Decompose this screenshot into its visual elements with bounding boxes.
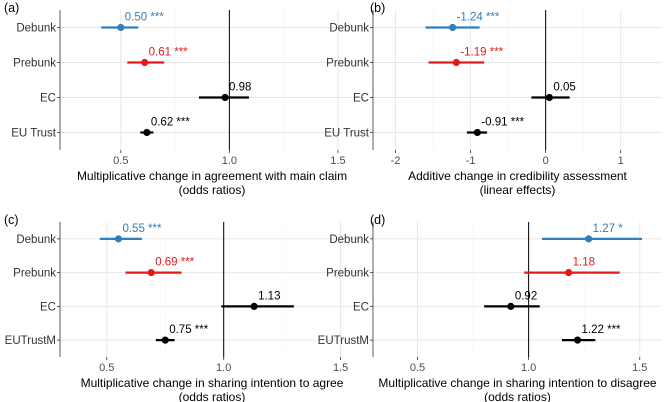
y-category-label: Prebunk [326, 268, 369, 280]
panel-b: -2 -1 0 1 Debunk Prebunk EC EU Trust -1.24 *** -1… [324, 1, 662, 197]
x-axis-subtitle: (odds ratios) [179, 390, 246, 402]
estimate-label: 0.50 *** [125, 12, 165, 24]
point-estimate-debunk [117, 23, 125, 32]
point-estimate-eutrustm [161, 336, 169, 344]
y-category-label: Debunk [329, 23, 369, 35]
x-tick-label: -2 [391, 155, 401, 167]
x-axis-title: Additive change in credibility assessmen… [408, 169, 627, 183]
estimate-label: 1.22 *** [582, 324, 622, 336]
x-tick-label: 0.5 [113, 155, 128, 167]
y-category-label: Debunk [16, 234, 56, 246]
x-tick-label: 1.0 [216, 362, 231, 374]
estimate-label: 0.92 [515, 290, 537, 302]
y-category-label: EC [353, 93, 369, 105]
point-estimate-debunk [448, 23, 457, 32]
x-tick-label: 0.5 [410, 362, 425, 374]
x-axis-title: Multiplicative change in sharing intenti… [81, 376, 344, 390]
point-estimate-eutrustm [573, 336, 582, 344]
point-estimate-prebunk [141, 58, 149, 67]
point-estimate-eu-trust [473, 128, 481, 137]
estimate-label: 0.69 *** [155, 257, 195, 269]
x-tick-label: 1.0 [521, 362, 536, 374]
x-tick-label: 1.5 [333, 362, 348, 374]
x-axis-subtitle: (linear effects) [480, 183, 556, 197]
estimate-label: 0.62 *** [151, 117, 191, 129]
x-axis-title: Multiplicative change in agreement with … [77, 169, 347, 183]
panel-label: (b) [370, 1, 385, 15]
panel-label: (a) [4, 1, 19, 15]
panel-a: 0.5 1.0 1.5 Debunk Prebunk EC EU Trust 0.50 ***… [4, 1, 364, 197]
point-estimate-prebunk [147, 269, 155, 277]
panel-label: (d) [370, 213, 385, 227]
y-category-label: EU Trust [11, 128, 57, 140]
y-category-label: Prebunk [13, 58, 56, 70]
point-estimate-eu-trust [143, 128, 151, 137]
y-category-label: Prebunk [326, 58, 369, 70]
point-estimate-ec [250, 302, 258, 310]
point-estimate-prebunk [565, 269, 573, 277]
x-tick-label: 0.5 [99, 362, 114, 374]
estimate-label: -0.91 *** [481, 117, 524, 129]
point-estimate-prebunk [452, 58, 460, 67]
estimate-label: 1.18 [573, 257, 595, 269]
panel-label: (c) [4, 213, 19, 227]
estimate-label: 0.61 *** [149, 47, 189, 59]
point-estimate-ec [545, 93, 554, 102]
x-tick-label: 1.0 [222, 155, 237, 167]
estimate-label: -1.24 *** [457, 12, 500, 24]
x-tick-label: 1 [618, 155, 624, 167]
plot-background [373, 10, 662, 150]
y-category-label: EUTrustM [5, 335, 56, 347]
x-axis-subtitle: (odds ratios) [484, 390, 551, 402]
y-category-label: Prebunk [13, 268, 56, 280]
panel-d: 0.5 1.0 1.5 Debunk Prebunk EC EUTrustM 1.27 * 1.… [318, 213, 662, 402]
estimate-label: 0.75 *** [169, 324, 209, 336]
point-estimate-ec [507, 302, 515, 310]
y-category-label: EUTrustM [318, 335, 369, 347]
y-category-label: EC [40, 301, 56, 313]
estimate-label: 1.27 * [593, 223, 624, 235]
panel-c: 0.5 1.0 1.5 Debunk Prebunk EC EUTrustM 0.55 ***… [4, 213, 364, 402]
x-tick-label: 0 [543, 155, 549, 167]
x-axis-title: Multiplicative change in sharing intenti… [378, 376, 656, 390]
estimate-label: 0.05 [553, 82, 575, 94]
point-estimate-debunk [585, 235, 593, 243]
x-tick-label: 1.5 [330, 155, 345, 167]
estimate-label: 1.13 [258, 290, 280, 302]
estimate-label: 0.98 [229, 82, 251, 94]
y-category-label: EC [40, 93, 56, 105]
y-category-label: Debunk [16, 23, 56, 35]
plot-background [60, 10, 364, 150]
x-tick-label: 1.5 [632, 362, 647, 374]
y-category-label: EC [353, 301, 369, 313]
y-category-label: EU Trust [324, 128, 370, 140]
estimate-label: 0.55 *** [122, 223, 162, 235]
point-estimate-ec [221, 93, 229, 102]
estimate-label: -1.19 *** [460, 47, 503, 59]
plot-background [60, 222, 364, 357]
y-category-label: Debunk [329, 234, 369, 246]
x-tick-label: -1 [466, 155, 476, 167]
point-estimate-debunk [114, 235, 123, 243]
x-axis-subtitle: (odds ratios) [179, 183, 246, 197]
plot-background [373, 222, 662, 357]
